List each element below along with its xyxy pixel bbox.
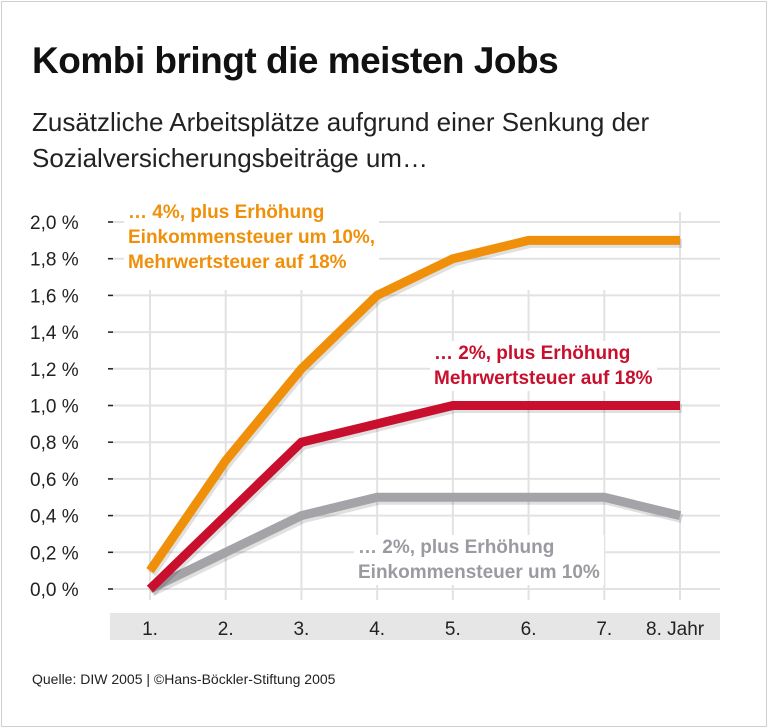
label-line: … 2%, plus Erhöhung bbox=[358, 537, 555, 558]
source-footer: Quelle: DIW 2005 | ©Hans-Böckler-Stiftun… bbox=[32, 671, 336, 687]
y-tick-label: 0,6 % bbox=[30, 470, 79, 491]
y-tick-label: 1,8 % bbox=[30, 250, 79, 271]
label-line: Mehrwertsteuer auf 18% bbox=[128, 252, 347, 273]
y-tick-label: 0,2 % bbox=[30, 543, 79, 564]
label-line: … 2%, plus Erhöhung bbox=[434, 343, 631, 364]
label-line: Mehrwertsteuer auf 18% bbox=[434, 368, 653, 389]
x-tick-label: 3. bbox=[293, 619, 309, 640]
series-line bbox=[146, 235, 680, 574]
x-tick-label: 6. bbox=[521, 619, 537, 640]
x-tick-label: 8. Jahr bbox=[646, 619, 705, 640]
x-tick-label: 5. bbox=[445, 619, 461, 640]
series-line bbox=[146, 401, 680, 593]
x-tick-label: 1. bbox=[142, 619, 158, 640]
chart-subtitle: Zusätzliche Arbeitsplätze aufgrund einer… bbox=[32, 107, 650, 173]
series-line bbox=[148, 492, 682, 594]
series-label-orange: … 4%, plus Erhöhung Einkommensteuer um 1… bbox=[124, 200, 380, 275]
y-tick-label: 0,8 % bbox=[30, 433, 79, 454]
series-label-red: … 2%, plus Erhöhung Mehrwertsteuer auf 1… bbox=[430, 341, 657, 391]
y-tick-label: 1,2 % bbox=[30, 360, 79, 381]
y-tick-label: 0,4 % bbox=[30, 507, 79, 528]
x-axis-band bbox=[110, 613, 720, 640]
y-tick-label: 0,0 % bbox=[30, 580, 79, 601]
y-tick-label: 2,0 % bbox=[30, 213, 79, 234]
x-tick-label: 7. bbox=[596, 619, 612, 640]
series-label-gray: … 2%, plus Erhöhung Einkommensteuer um 1… bbox=[354, 535, 604, 585]
x-tick-label: 4. bbox=[369, 619, 385, 640]
chart-title: Kombi bringt die meisten Jobs bbox=[32, 40, 559, 81]
x-tick-label: 2. bbox=[218, 619, 234, 640]
y-tick-label: 1,4 % bbox=[30, 323, 79, 344]
label-line: … 4%, plus Erhöhung bbox=[128, 202, 325, 223]
y-tick-label: 1,0 % bbox=[30, 397, 79, 418]
label-line: Einkommensteuer um 10% bbox=[358, 562, 600, 583]
y-tick-label: 1,6 % bbox=[30, 286, 79, 307]
label-line: Einkommensteuer um 10%, bbox=[128, 227, 376, 248]
